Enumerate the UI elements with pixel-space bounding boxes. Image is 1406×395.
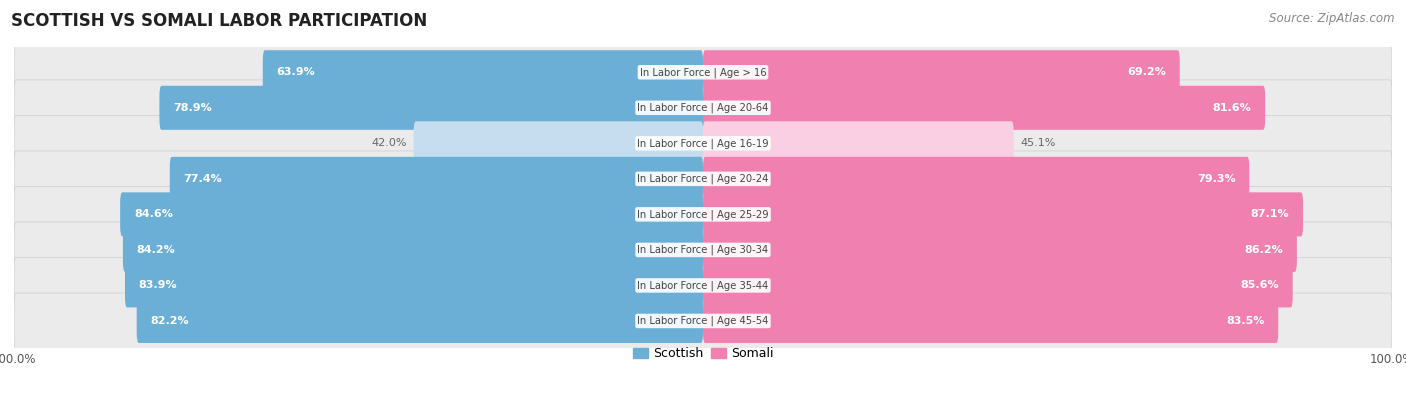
Text: 42.0%: 42.0% (371, 138, 406, 148)
Text: 63.9%: 63.9% (277, 67, 315, 77)
FancyBboxPatch shape (703, 50, 1180, 94)
Text: In Labor Force | Age 16-19: In Labor Force | Age 16-19 (637, 138, 769, 149)
Text: 69.2%: 69.2% (1128, 67, 1166, 77)
Text: 77.4%: 77.4% (184, 174, 222, 184)
FancyBboxPatch shape (14, 151, 1392, 207)
FancyBboxPatch shape (703, 157, 1250, 201)
Text: 83.5%: 83.5% (1226, 316, 1264, 326)
FancyBboxPatch shape (14, 80, 1392, 136)
FancyBboxPatch shape (14, 258, 1392, 313)
Text: In Labor Force | Age 30-34: In Labor Force | Age 30-34 (637, 245, 769, 255)
Text: 86.2%: 86.2% (1244, 245, 1284, 255)
FancyBboxPatch shape (14, 293, 1392, 349)
Text: 87.1%: 87.1% (1251, 209, 1289, 219)
FancyBboxPatch shape (14, 186, 1392, 242)
FancyBboxPatch shape (14, 44, 1392, 100)
Text: In Labor Force | Age > 16: In Labor Force | Age > 16 (640, 67, 766, 77)
Text: 81.6%: 81.6% (1212, 103, 1251, 113)
FancyBboxPatch shape (703, 299, 1278, 343)
Text: 85.6%: 85.6% (1240, 280, 1279, 290)
Text: SCOTTISH VS SOMALI LABOR PARTICIPATION: SCOTTISH VS SOMALI LABOR PARTICIPATION (11, 12, 427, 30)
FancyBboxPatch shape (413, 121, 703, 166)
Text: In Labor Force | Age 25-29: In Labor Force | Age 25-29 (637, 209, 769, 220)
Text: 79.3%: 79.3% (1197, 174, 1236, 184)
FancyBboxPatch shape (703, 192, 1303, 236)
FancyBboxPatch shape (125, 263, 703, 307)
FancyBboxPatch shape (136, 299, 703, 343)
FancyBboxPatch shape (703, 121, 1014, 166)
FancyBboxPatch shape (170, 157, 703, 201)
FancyBboxPatch shape (14, 222, 1392, 278)
Text: 78.9%: 78.9% (173, 103, 212, 113)
FancyBboxPatch shape (263, 50, 703, 94)
Text: 83.9%: 83.9% (139, 280, 177, 290)
Legend: Scottish, Somali: Scottish, Somali (628, 342, 778, 365)
FancyBboxPatch shape (120, 192, 703, 236)
Text: In Labor Force | Age 20-24: In Labor Force | Age 20-24 (637, 173, 769, 184)
FancyBboxPatch shape (703, 263, 1292, 307)
Text: 84.6%: 84.6% (134, 209, 173, 219)
Text: Source: ZipAtlas.com: Source: ZipAtlas.com (1270, 12, 1395, 25)
Text: 45.1%: 45.1% (1021, 138, 1056, 148)
FancyBboxPatch shape (14, 115, 1392, 171)
Text: 84.2%: 84.2% (136, 245, 176, 255)
FancyBboxPatch shape (122, 228, 703, 272)
Text: In Labor Force | Age 20-64: In Labor Force | Age 20-64 (637, 103, 769, 113)
FancyBboxPatch shape (703, 228, 1296, 272)
Text: In Labor Force | Age 35-44: In Labor Force | Age 35-44 (637, 280, 769, 291)
Text: In Labor Force | Age 45-54: In Labor Force | Age 45-54 (637, 316, 769, 326)
FancyBboxPatch shape (159, 86, 703, 130)
FancyBboxPatch shape (703, 86, 1265, 130)
Text: 82.2%: 82.2% (150, 316, 188, 326)
